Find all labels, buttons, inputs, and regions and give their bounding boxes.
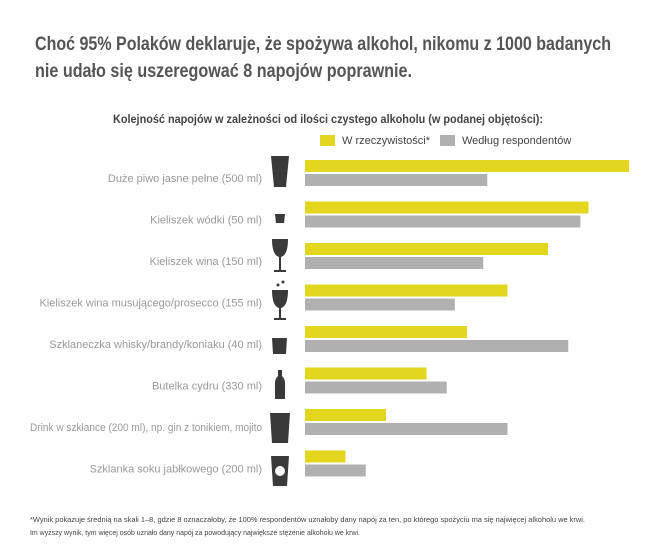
legend-label: Według respondentów (462, 135, 571, 147)
icons (270, 156, 290, 486)
bar (305, 257, 484, 269)
category-label: Drink w szklance (200 ml), np. gin z ton… (30, 422, 262, 434)
category-label: Kieliszek wódki (50 ml) (150, 214, 262, 226)
bar (305, 340, 569, 352)
bar (305, 201, 589, 214)
legend-label: W rzeczywistości* (342, 135, 431, 147)
bar (305, 326, 467, 338)
category-label: Szklaneczka whisky/brandy/koniaku (40 ml… (49, 339, 262, 351)
bar (305, 464, 366, 477)
bar (305, 409, 386, 421)
footnote: Im wyższy wynik, tym więcej osób uznało … (30, 528, 360, 537)
category-label: Butelka cydru (330 ml) (152, 380, 262, 392)
category-label: Szklanka soku jabłkowego (200 ml) (90, 463, 262, 475)
bar (305, 367, 427, 380)
bar (305, 243, 548, 255)
category-label: Kieliszek wina musującego/prosecco (155 … (39, 297, 262, 309)
bar (305, 381, 447, 394)
bar (305, 450, 346, 463)
bar (305, 423, 508, 435)
bar (305, 215, 581, 228)
bar (305, 298, 455, 311)
bar (305, 174, 488, 186)
chart-title: nie udało się uszeregować 8 napojów popr… (35, 61, 412, 82)
category-label: Duże piwo jasne pełne (500 ml) (108, 173, 262, 185)
legend-swatch (320, 135, 335, 146)
category-label: Kieliszek wina (150 ml) (150, 256, 262, 268)
legend-swatch (440, 135, 455, 146)
footnote: *Wynik pokazuje średnią na skali 1–8, gd… (30, 515, 585, 524)
bar (305, 284, 508, 297)
subtitle: Kolejność napojów w zależności od ilości… (113, 114, 543, 126)
chart-title: Choć 95% Polaków deklaruje, że spożywa a… (35, 34, 611, 55)
bar (305, 160, 629, 172)
